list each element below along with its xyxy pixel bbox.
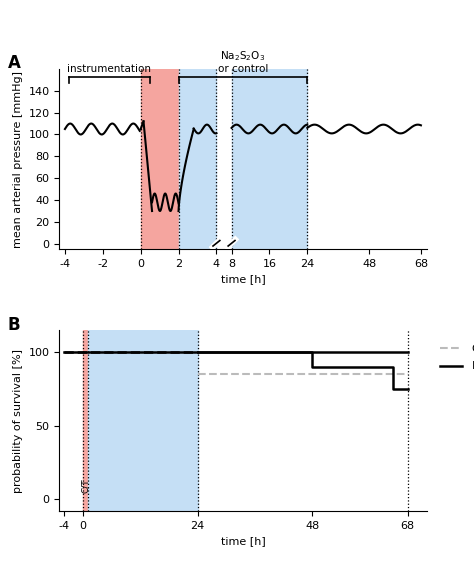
Bar	[179, 69, 217, 249]
Y-axis label: probability of survival [%]: probability of survival [%]	[13, 348, 23, 492]
Bar	[141, 69, 179, 249]
Text: Na$_2$S$_2$O$_3$
or control: Na$_2$S$_2$O$_3$ or control	[218, 49, 268, 75]
Text: instrumentation: instrumentation	[67, 64, 151, 75]
Bar	[232, 69, 307, 249]
Text: A: A	[8, 55, 21, 72]
Text: C/T: C/T	[81, 479, 90, 493]
Legend: Ctrl, $\mathrm{Na_2S_2O_3}$: Ctrl, $\mathrm{Na_2S_2O_3}$	[436, 340, 474, 378]
X-axis label: time [h]: time [h]	[220, 536, 265, 546]
Y-axis label: mean arterial pressure [mmHg]: mean arterial pressure [mmHg]	[13, 71, 23, 247]
Text: B: B	[8, 316, 20, 334]
Bar	[83, 331, 88, 511]
X-axis label: time [h]: time [h]	[220, 274, 265, 285]
Bar	[88, 331, 198, 511]
